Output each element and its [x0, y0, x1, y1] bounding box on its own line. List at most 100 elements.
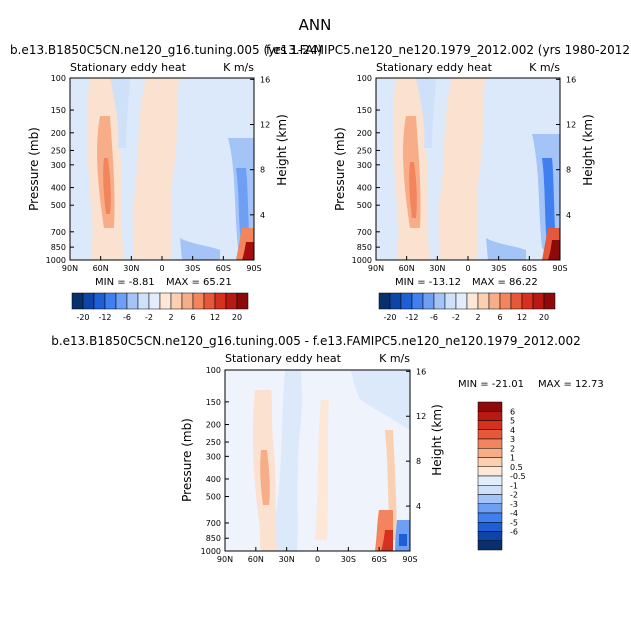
y-tick-label: 200 — [206, 420, 221, 429]
y-axis-label-right: Height (km) — [430, 404, 444, 475]
plot-area — [224, 369, 411, 552]
y-tick-label: 850 — [51, 243, 66, 252]
x-tick-label: 30S — [341, 555, 356, 564]
y-tick-label: 1000 — [46, 256, 66, 265]
plot-area — [375, 77, 561, 261]
colorbar-label: 3 — [510, 435, 515, 444]
colorbar-swatch — [82, 292, 95, 310]
warm-core — [260, 450, 270, 505]
colorbar-label: 6 — [510, 407, 515, 416]
colorbar-swatch — [170, 292, 183, 310]
max-label: MAX = 86.22 — [472, 277, 538, 288]
x-tick-label: 60S — [372, 555, 387, 564]
colorbar-swatch — [477, 466, 503, 477]
warm-strip-tropics — [315, 400, 329, 540]
y-axis-right: 16 12 8 4 — [406, 367, 426, 511]
warm-core-inner — [409, 162, 417, 218]
colorbar-swatch — [521, 292, 534, 310]
y-tick-label: 500 — [206, 493, 221, 502]
page-title: ANN — [299, 16, 332, 34]
x-tick-label: 30N — [429, 264, 445, 273]
colorbar-swatch — [477, 457, 503, 467]
y-axis-label: Pressure (mb) — [27, 127, 41, 211]
panel-title: f.e13.FAMIPC5.ne120_ne120.1979_2012.002 … — [266, 43, 631, 57]
x-tick-label: 0 — [159, 264, 164, 273]
y-tick-label: 200 — [51, 129, 66, 138]
y-tick-label: 300 — [206, 452, 221, 461]
y-tick-label: 150 — [357, 106, 372, 115]
y-tick-label: 850 — [206, 534, 221, 543]
y-tick-label: 1000 — [352, 256, 372, 265]
warm-band-tropics — [132, 78, 180, 260]
colorbar-label: 6 — [190, 313, 195, 322]
y-right-tick-label: 4 — [566, 211, 571, 220]
colorbar-label: -1 — [510, 481, 518, 490]
panel-units: K m/s — [223, 61, 254, 74]
colorbar-swatch — [466, 292, 479, 310]
colorbar-swatch — [477, 401, 503, 412]
colorbar-swatch — [411, 292, 424, 310]
colorbar-label: -5 — [510, 518, 518, 527]
colorbar-swatch — [433, 292, 446, 310]
y-axis-label-right: Height (km) — [275, 114, 289, 185]
panel-units: K m/s — [379, 352, 410, 365]
x-tick-label: 90S — [552, 264, 567, 273]
colorbar-label: 12 — [517, 313, 527, 322]
colorbar-swatch — [192, 292, 205, 310]
y-tick-label: 400 — [357, 184, 372, 193]
colorbar-label: 2 — [510, 444, 515, 453]
colorbar-label: 6 — [497, 313, 502, 322]
colorbar-swatch — [477, 292, 490, 310]
panel-units: K m/s — [529, 61, 560, 74]
colorbar-label: -3 — [510, 500, 518, 509]
y-tick-label: 400 — [206, 475, 221, 484]
colorbar-swatch — [104, 292, 117, 310]
y-tick-label: 150 — [206, 398, 221, 407]
y-right-tick-label: 16 — [566, 75, 576, 84]
y-axis-left: 100 150 200 250 300 400 500 700 850 1000 — [46, 74, 74, 265]
plot-area — [69, 77, 255, 261]
colorbar-label: -2 — [145, 313, 153, 322]
warm-strip-sh — [385, 430, 397, 540]
colorbar-swatch — [543, 292, 556, 310]
cool-spot-antarctic-inner — [399, 534, 407, 546]
colorbar-label: -6 — [510, 528, 518, 537]
colorbar-swatch — [488, 292, 501, 310]
panel-title: b.e13.B1850C5CN.ne120_g16.tuning.005 - f… — [51, 334, 581, 348]
panel-subtitle: Stationary eddy heat — [225, 352, 342, 365]
colorbar-swatch — [477, 411, 503, 421]
x-tick-label: 30N — [123, 264, 139, 273]
x-tick-label: 60N — [93, 264, 109, 273]
x-axis: 90N 60N 30N 0 30S 60S 90S — [368, 256, 568, 273]
colorbar-swatch — [477, 475, 503, 486]
y-tick-label: 700 — [51, 228, 66, 237]
colorbar-top-left: -20 -12 -6 -2 2 6 12 20 — [71, 292, 249, 322]
y-tick-label: 500 — [357, 201, 372, 210]
colorbar-swatch — [126, 292, 139, 310]
y-tick-label: 700 — [357, 228, 372, 237]
colorbar-swatch — [477, 503, 503, 514]
y-right-tick-label: 12 — [416, 412, 426, 421]
colorbar-top-right: -20 -12 -6 -2 2 6 12 20 — [378, 292, 556, 322]
max-label: MAX = 12.73 — [538, 379, 604, 390]
y-axis-left: 100 150 200 250 300 400 500 700 850 1000 — [201, 366, 229, 556]
x-tick-label: 60N — [399, 264, 415, 273]
y-tick-label: 1000 — [201, 547, 221, 556]
colorbar-swatch — [477, 540, 503, 551]
panel-title: b.e13.B1850C5CN.ne120_g16.tuning.005 (yr… — [10, 43, 322, 57]
panel-subtitle: Stationary eddy heat — [376, 61, 493, 74]
y-tick-label: 100 — [51, 74, 66, 83]
colorbar-label: -6 — [430, 313, 438, 322]
y-tick-label: 300 — [357, 161, 372, 170]
y-tick-label: 500 — [51, 201, 66, 210]
x-tick-label: 60S — [522, 264, 537, 273]
colorbar-label: 0.5 — [510, 463, 523, 472]
x-tick-label: 60N — [248, 555, 264, 564]
colorbar-swatch — [477, 485, 503, 495]
cool-patch-north — [416, 78, 436, 148]
x-tick-label: 90N — [217, 555, 233, 564]
x-tick-label: 90S — [402, 555, 417, 564]
y-tick-label: 100 — [357, 74, 372, 83]
